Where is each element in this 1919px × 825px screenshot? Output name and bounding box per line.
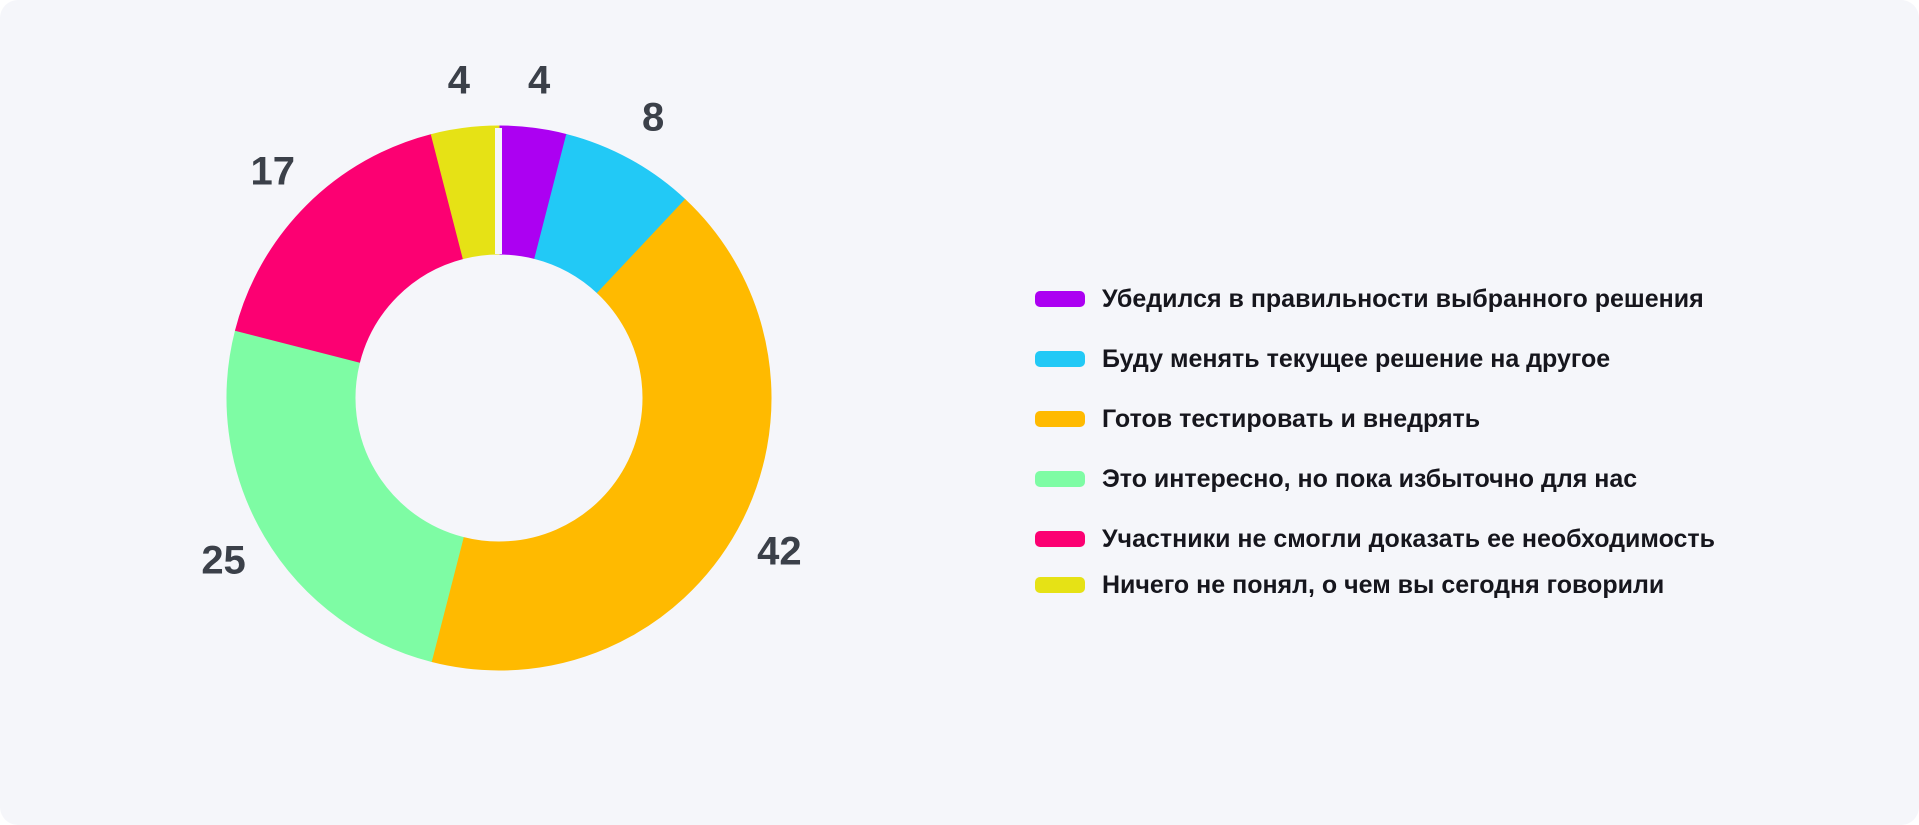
donut-slice[interactable]: [226, 329, 464, 663]
legend-item[interactable]: Убедился в правильности выбранного решен…: [1035, 284, 1715, 314]
legend-swatch: [1035, 351, 1085, 367]
slice-value-label: 42: [757, 529, 802, 574]
legend-item[interactable]: Буду менять текущее решение на другое: [1035, 344, 1715, 374]
legend-item[interactable]: Это интересно, но пока избыточно для нас: [1035, 464, 1715, 494]
legend-label: Готов тестировать и внедрять: [1102, 404, 1481, 433]
slice-value-label: 17: [250, 149, 295, 194]
legend-item[interactable]: Ничего не понял, о чем вы сегодня говори…: [1035, 570, 1715, 600]
slice-value-label: 4: [447, 58, 471, 103]
legend-label: Ничего не понял, о чем вы сегодня говори…: [1102, 570, 1665, 599]
legend-swatch: [1035, 291, 1085, 307]
slice-value-label: 8: [642, 95, 665, 140]
donut-svg: [226, 125, 772, 671]
legend-label: Это интересно, но пока избыточно для нас: [1102, 464, 1638, 493]
legend: Убедился в правильности выбранного решен…: [1035, 284, 1715, 600]
legend-swatch: [1035, 531, 1085, 547]
donut-slice[interactable]: [430, 199, 772, 671]
donut-chart: 4 8 42 25 17 4: [149, 48, 849, 748]
slice-value-label: 25: [201, 538, 246, 583]
legend-label: Убедился в правильности выбранного решен…: [1102, 284, 1704, 313]
legend-swatch: [1035, 577, 1085, 593]
legend-swatch: [1035, 471, 1085, 487]
donut-slice[interactable]: [234, 133, 464, 363]
legend-swatch: [1035, 411, 1085, 427]
legend-label: Участники не смогли доказать ее необходи…: [1102, 524, 1716, 553]
legend-label: Буду менять текущее решение на другое: [1102, 344, 1611, 373]
slice-gap-separator: [495, 128, 502, 254]
legend-item[interactable]: Участники не смогли доказать ее необходи…: [1035, 524, 1715, 554]
slice-value-label: 4: [527, 58, 551, 103]
legend-item[interactable]: Готов тестировать и внедрять: [1035, 404, 1715, 434]
